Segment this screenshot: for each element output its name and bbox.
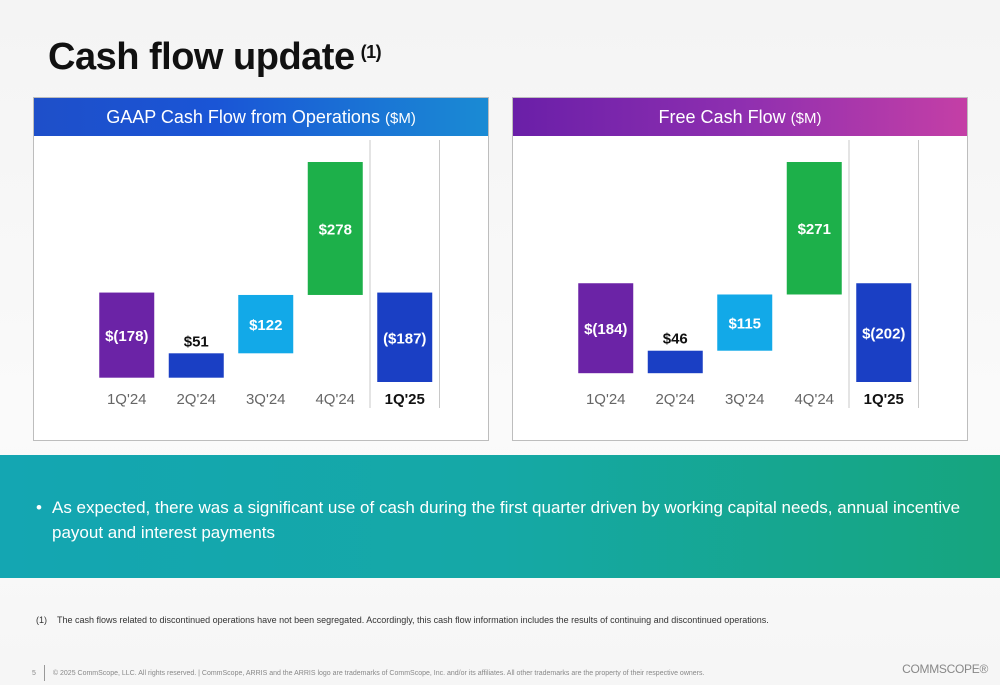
- bullet-icon: •: [36, 498, 42, 517]
- footer-legal: © 2025 CommScope, LLC. All rights reserv…: [52, 669, 705, 677]
- bar: [238, 294, 294, 354]
- commscope-logo: COMMSCOPE®: [902, 662, 988, 676]
- footnote: (1) The cash flows related to discontinu…: [36, 615, 769, 625]
- commentary-text: As expected, there was a significant use…: [52, 498, 961, 542]
- bar: [377, 292, 433, 382]
- data-label: $(178): [105, 328, 148, 345]
- bar: [647, 350, 703, 374]
- data-label: $(184): [584, 321, 627, 338]
- category-label: 3Q'24: [725, 391, 765, 408]
- data-label: ($187): [383, 330, 426, 347]
- chart-operating-cash-flow: $(178) 1Q'24 $51 2Q'24 $122 3Q'24 $278 4Q'24 ($1…: [99, 140, 440, 408]
- category-label: 2Q'24: [655, 391, 695, 408]
- bar: [717, 294, 773, 351]
- data-label: $51: [184, 333, 209, 350]
- bar: [168, 353, 224, 378]
- category-label: 2Q'24: [176, 391, 216, 408]
- footnote-text: The cash flows related to discontinued o…: [57, 615, 769, 625]
- chart-panel-free-cash-flow: Free Cash Flow ($M) $(184) 1Q'24 $46 2Q'24 $…: [512, 97, 968, 441]
- commentary-band: • As expected, there was a significant u…: [0, 455, 1000, 578]
- bar: [856, 283, 912, 382]
- chart-title: Free Cash Flow ($M): [513, 98, 967, 136]
- chart-free-cash-flow: $(184) 1Q'24 $46 2Q'24 $115 3Q'24 $271 4Q'24 $(2…: [578, 140, 919, 408]
- footnote-marker: (1): [36, 615, 47, 625]
- chart-title: GAAP Cash Flow from Operations ($M): [34, 98, 488, 136]
- category-label: 4Q'24: [794, 391, 834, 408]
- bar: [99, 292, 155, 378]
- page-number: 5: [32, 669, 36, 677]
- category-label: 4Q'24: [315, 391, 355, 408]
- category-label: 1Q'25: [385, 391, 425, 408]
- data-label: $115: [728, 316, 761, 333]
- data-label: $122: [249, 317, 282, 334]
- footer: 5 © 2025 CommScope, LLC. All rights rese…: [32, 665, 704, 681]
- bar: [578, 283, 634, 374]
- bar: [786, 162, 842, 295]
- page-title: Cash flow update (1): [48, 36, 382, 78]
- chart-panel-operating-cash-flow: GAAP Cash Flow from Operations ($M) $(17…: [33, 97, 489, 441]
- commentary-bullet: • As expected, there was a significant u…: [36, 495, 966, 545]
- data-label: $(202): [862, 326, 905, 343]
- category-label: 1Q'24: [107, 391, 147, 408]
- category-label: 1Q'24: [586, 391, 626, 408]
- data-label: $46: [663, 331, 688, 348]
- title-footnote-ref: (1): [360, 42, 382, 62]
- data-label: $278: [319, 221, 352, 238]
- data-label: $271: [798, 221, 831, 238]
- footer-divider: [43, 665, 45, 681]
- category-label: 3Q'24: [246, 391, 286, 408]
- bar: [307, 162, 363, 295]
- category-label: 1Q'25: [864, 391, 904, 408]
